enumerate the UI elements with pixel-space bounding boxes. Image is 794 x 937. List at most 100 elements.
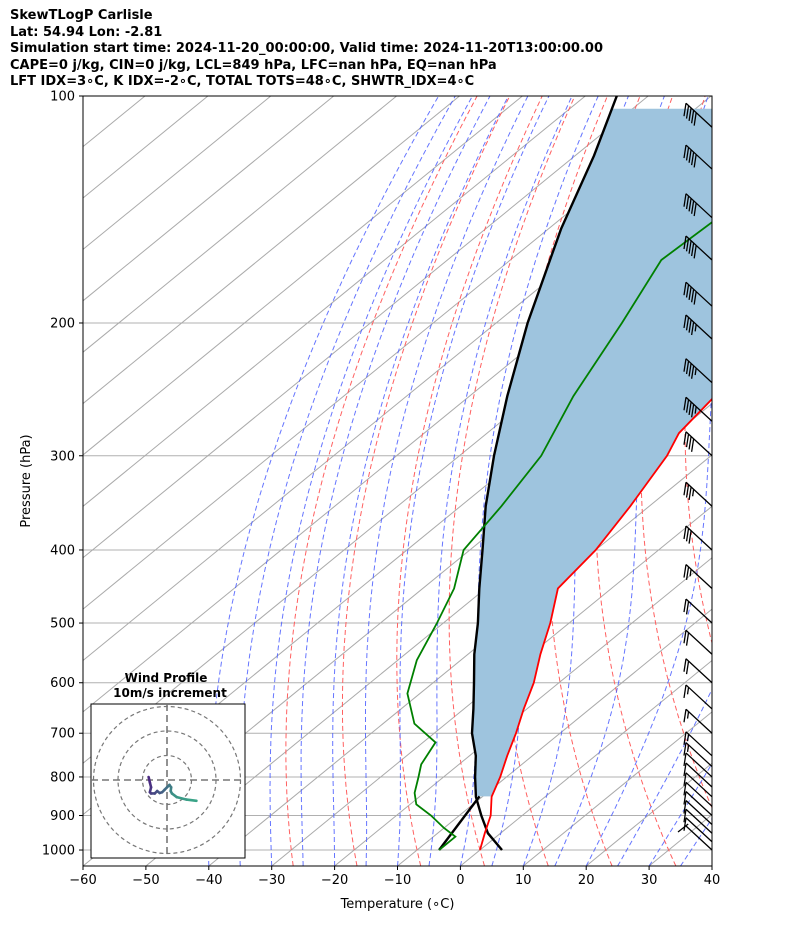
barb-flag <box>693 154 697 168</box>
barb-staff <box>685 629 713 655</box>
barb-flag <box>683 144 687 159</box>
dry-adiabat <box>448 96 576 866</box>
barb-flag <box>683 782 687 796</box>
barb-staff <box>685 800 713 825</box>
barb-flag <box>685 632 690 646</box>
barb-staff <box>685 772 713 798</box>
barb-flag <box>690 365 695 379</box>
barb-staff <box>685 658 713 684</box>
isotherm <box>83 96 586 507</box>
wind-barb <box>683 525 713 551</box>
y-tick-label: 400 <box>50 543 75 558</box>
isotherm <box>83 96 272 251</box>
isotherm <box>83 96 649 559</box>
barb-flag <box>688 530 692 544</box>
barb-staff <box>685 742 713 768</box>
barb-half-flag <box>694 406 697 414</box>
barb-flag <box>685 660 690 675</box>
isotherm <box>83 96 397 353</box>
wind-barb <box>683 762 713 788</box>
x-tick-label: −20 <box>321 873 348 888</box>
wind-barb <box>683 800 713 825</box>
barb-staff <box>685 281 713 307</box>
barb-flag <box>688 240 692 254</box>
wind-barb <box>683 791 713 816</box>
barb-staff <box>685 781 713 807</box>
wind-barb <box>683 731 713 757</box>
isotherm <box>271 505 712 866</box>
barb-flag <box>688 149 692 163</box>
isotherm <box>460 659 712 866</box>
wind-barb <box>683 598 713 624</box>
barb-flag <box>683 809 687 823</box>
barb-flag <box>685 105 690 119</box>
barb-flag <box>685 601 690 615</box>
barb-flag <box>683 482 687 496</box>
wind-barb <box>683 431 713 457</box>
barb-staff <box>685 731 713 757</box>
dry-adiabat <box>769 96 794 866</box>
dry-adiabat <box>341 96 511 866</box>
dry-adiabat <box>728 96 794 866</box>
barb-flag <box>683 731 687 745</box>
wind-barb <box>683 281 713 307</box>
wind-barb <box>683 708 713 734</box>
barb-flag <box>683 235 687 250</box>
barb-flag <box>683 564 687 578</box>
barb-flag <box>690 200 695 214</box>
barb-flag <box>690 321 695 336</box>
barb-flag <box>688 436 692 450</box>
location-label: Lat: 54.94 Lon: -2.81 <box>10 24 163 40</box>
wind-barb <box>683 781 713 807</box>
wind-barb <box>683 193 713 219</box>
x-tick-label: −40 <box>195 873 222 888</box>
barb-flag <box>693 202 697 217</box>
barb-flag <box>685 434 690 448</box>
barb-flag <box>683 525 687 540</box>
barb-flag <box>685 317 690 331</box>
hodograph-segment <box>147 775 152 784</box>
barb-staff <box>685 396 713 422</box>
barb-flag <box>685 399 690 413</box>
barb-staff <box>685 817 713 843</box>
isotherm <box>711 865 712 866</box>
stability-indices-label: LFT IDX=3∘C, K IDX=-2∘C, TOTAL TOTS=48∘C… <box>10 74 475 89</box>
barb-half-flag <box>689 569 692 577</box>
dry-adiabat <box>285 96 478 866</box>
wind-barb <box>683 808 713 834</box>
barb-flag <box>685 484 690 498</box>
plot-area <box>83 96 794 866</box>
x-tick-label: 40 <box>704 873 721 888</box>
cin-cape-shading <box>472 108 712 797</box>
barb-flag <box>685 147 690 161</box>
barb-staff <box>685 808 713 834</box>
barb-flag <box>690 152 695 166</box>
barb-staff <box>685 762 713 788</box>
isotherm <box>83 96 460 405</box>
wind-barb <box>683 629 713 655</box>
barb-flag <box>683 282 687 296</box>
barb-flag <box>685 360 690 375</box>
wind-barb <box>683 658 713 684</box>
inset-subtitle: 10m/s increment <box>113 686 227 700</box>
wind-barb <box>683 684 713 710</box>
x-tick-label: 10 <box>515 873 532 888</box>
barb-staff <box>685 564 713 590</box>
x-tick-label: 30 <box>641 873 658 888</box>
wind-barb <box>683 102 713 128</box>
barb-flag <box>683 752 687 767</box>
barb-flag <box>685 195 690 210</box>
moist-adiabat <box>300 96 491 866</box>
wind-barb <box>683 817 713 843</box>
barb-staff <box>685 102 713 128</box>
barb-flag <box>683 684 687 699</box>
dry-adiabat <box>594 96 677 866</box>
y-tick-label: 500 <box>50 617 75 632</box>
barb-flag <box>685 566 690 580</box>
moist-adiabat <box>585 379 712 866</box>
barb-flag <box>683 598 687 613</box>
barb-flag <box>683 193 687 207</box>
barb-flag <box>683 658 687 672</box>
barb-flag <box>683 817 687 831</box>
